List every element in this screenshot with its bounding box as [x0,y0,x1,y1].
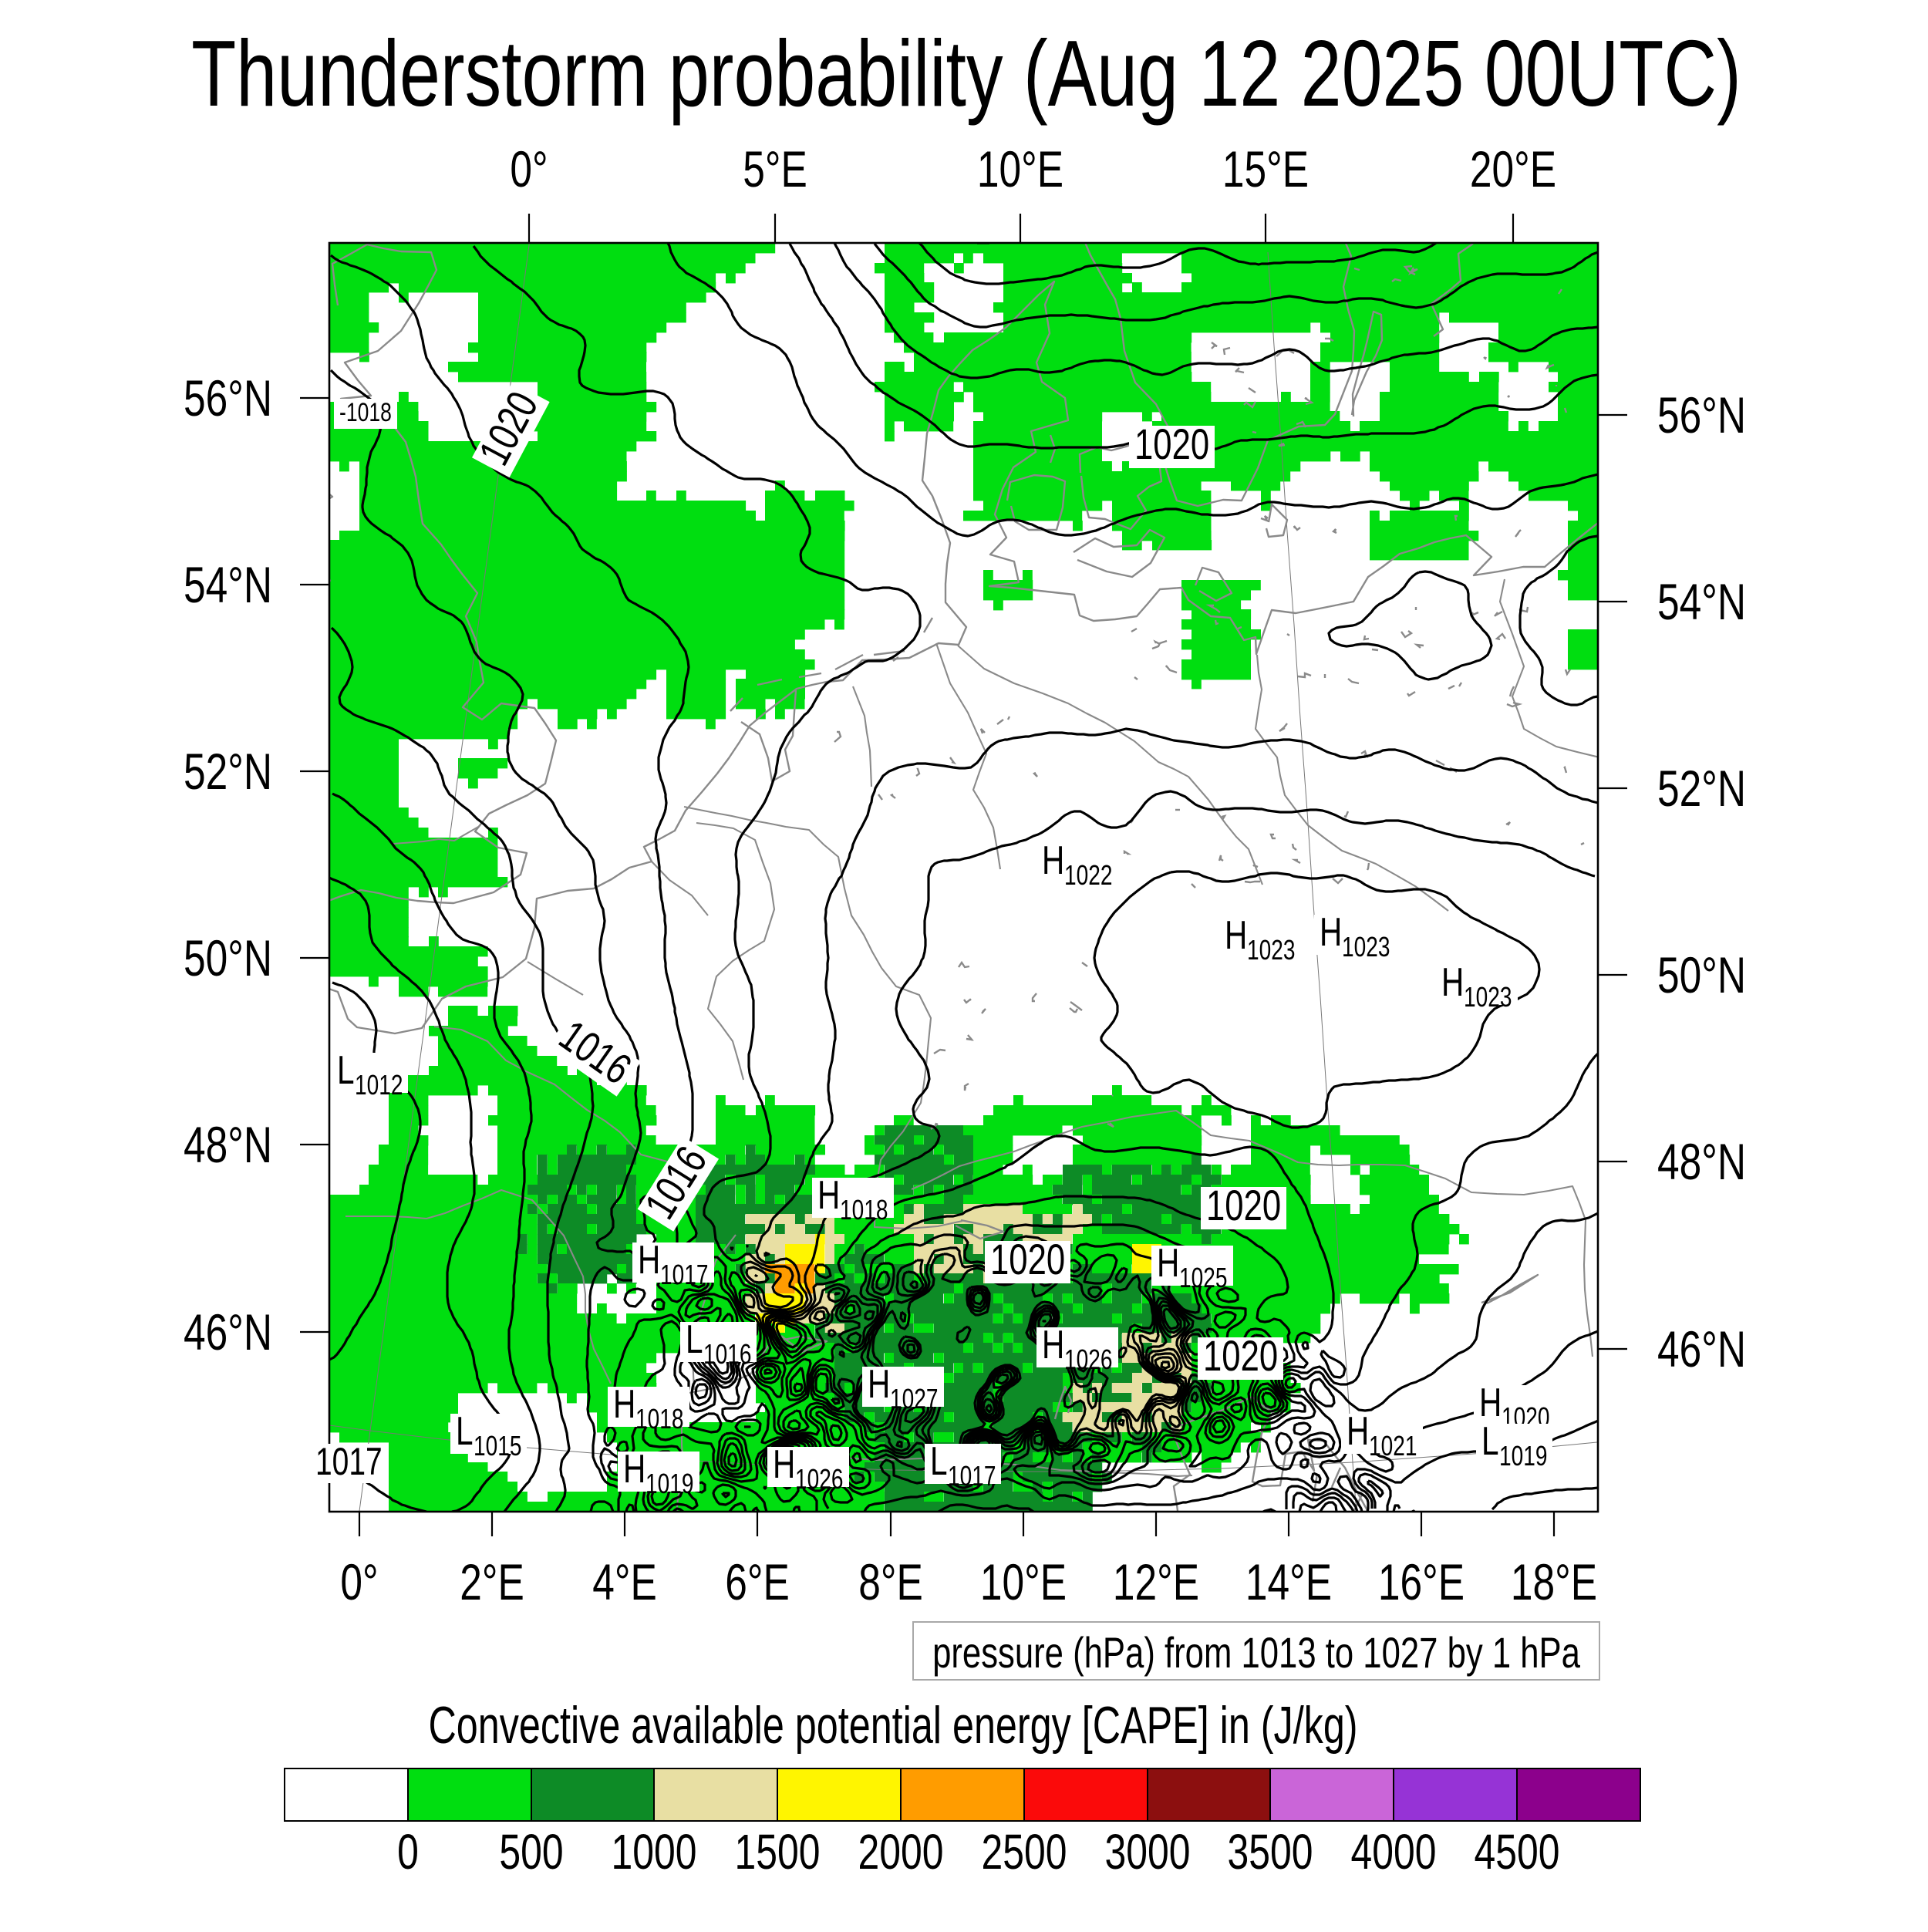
svg-text:-1018: -1018 [339,398,392,427]
svg-text:0°: 0° [510,140,548,198]
svg-text:15°E: 15°E [1222,140,1309,198]
svg-text:1020: 1020 [990,1236,1065,1283]
svg-text:54°N: 54°N [1657,573,1746,631]
svg-text:18°E: 18°E [1511,1553,1597,1611]
svg-text:1017: 1017 [948,1461,996,1492]
svg-text:2500: 2500 [981,1825,1067,1880]
svg-text:1020: 1020 [1134,420,1209,468]
svg-text:H: H [613,1381,635,1426]
svg-text:20°E: 20°E [1470,140,1556,198]
svg-text:L: L [686,1317,703,1361]
svg-text:0°: 0° [340,1553,378,1611]
svg-text:1023: 1023 [1247,935,1295,966]
svg-text:46°N: 46°N [184,1303,272,1361]
svg-text:H: H [1441,959,1464,1004]
svg-text:1025: 1025 [1179,1263,1227,1293]
svg-text:1020: 1020 [1206,1182,1281,1229]
svg-text:L: L [1481,1418,1499,1463]
svg-text:1023: 1023 [1342,932,1390,963]
svg-text:1015: 1015 [474,1431,521,1462]
svg-text:H: H [1042,838,1064,882]
svg-text:52°N: 52°N [1657,760,1746,818]
svg-text:H: H [1225,912,1247,957]
svg-text:48°N: 48°N [184,1116,272,1174]
svg-text:H: H [1347,1408,1369,1453]
svg-text:H: H [1479,1380,1502,1425]
svg-text:1016: 1016 [703,1339,751,1370]
svg-text:500: 500 [499,1825,563,1880]
svg-text:4°E: 4°E [592,1553,657,1611]
svg-text:H: H [817,1172,840,1217]
svg-text:56°N: 56°N [1657,386,1746,444]
svg-text:H: H [638,1237,660,1282]
svg-text:H: H [623,1446,645,1491]
svg-text:L: L [456,1408,474,1453]
svg-text:5°E: 5°E [743,140,807,198]
svg-text:50°N: 50°N [184,929,272,987]
svg-text:1021: 1021 [1369,1431,1417,1462]
svg-text:H: H [1042,1322,1064,1367]
svg-text:1022: 1022 [1064,860,1112,891]
svg-text:1019: 1019 [1499,1441,1547,1472]
svg-text:56°N: 56°N [184,369,272,427]
svg-text:Thunderstorm probability (Aug: Thunderstorm probability (Aug 12 2025 00… [191,22,1741,126]
svg-text:1018: 1018 [840,1195,888,1226]
svg-text:14°E: 14°E [1245,1553,1332,1611]
svg-text:1000: 1000 [611,1825,696,1880]
svg-text:1027: 1027 [890,1384,938,1414]
svg-text:8°E: 8°E [858,1553,923,1611]
svg-text:1023: 1023 [1464,982,1512,1013]
svg-text:H: H [1157,1240,1179,1285]
svg-text:1026: 1026 [1064,1344,1112,1375]
svg-text:4500: 4500 [1474,1825,1559,1880]
svg-text:1019: 1019 [645,1468,693,1499]
svg-text:0: 0 [397,1825,419,1880]
svg-text:3000: 3000 [1104,1825,1190,1880]
svg-text:1018: 1018 [635,1404,683,1435]
svg-text:10°E: 10°E [977,140,1063,198]
svg-text:2000: 2000 [858,1825,943,1880]
svg-text:1500: 1500 [734,1825,820,1880]
svg-text:52°N: 52°N [184,743,272,801]
svg-text:10°E: 10°E [980,1553,1067,1611]
svg-text:1017: 1017 [660,1259,708,1290]
svg-text:Convective available potential: Convective available potential energy [C… [428,1696,1357,1755]
svg-text:L: L [337,1047,355,1092]
svg-text:L: L [930,1438,948,1483]
svg-text:4000: 4000 [1350,1825,1436,1880]
svg-text:50°N: 50°N [1657,946,1746,1004]
svg-text:1026: 1026 [795,1464,843,1495]
svg-text:H: H [773,1441,795,1486]
svg-text:54°N: 54°N [184,556,272,614]
svg-text:1012: 1012 [355,1070,403,1101]
svg-text:pressure (hPa) from 1013 to 10: pressure (hPa) from 1013 to 1027 by 1 hP… [932,1629,1580,1677]
svg-text:6°E: 6°E [725,1553,790,1611]
svg-text:3500: 3500 [1227,1825,1313,1880]
svg-text:H: H [868,1361,890,1406]
svg-text:1017: 1017 [315,1439,383,1483]
svg-text:H: H [1320,909,1342,954]
svg-text:1020: 1020 [1203,1332,1278,1380]
svg-text:2°E: 2°E [460,1553,524,1611]
svg-text:48°N: 48°N [1657,1133,1746,1191]
svg-text:46°N: 46°N [1657,1320,1746,1378]
svg-text:12°E: 12°E [1113,1553,1199,1611]
svg-text:16°E: 16°E [1378,1553,1465,1611]
